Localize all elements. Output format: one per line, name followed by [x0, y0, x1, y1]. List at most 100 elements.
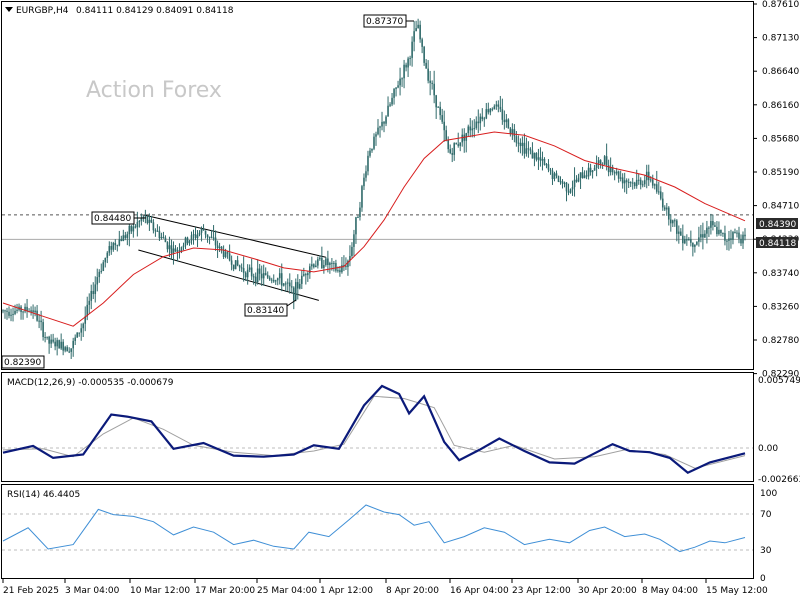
candle-body — [94, 284, 97, 295]
candle-body — [531, 150, 534, 159]
time-axis-label: 10 Mar 12:00 — [130, 586, 190, 596]
candle-body — [672, 220, 674, 224]
candle-body — [206, 234, 209, 238]
candle-body — [611, 167, 614, 173]
candle-body — [698, 237, 700, 242]
candle-body — [413, 31, 415, 42]
candle-body — [196, 234, 199, 238]
candle-body — [337, 270, 339, 272]
candle-body — [393, 88, 395, 98]
macd-axis-bottom: -0.002663 — [758, 475, 800, 485]
candle-body — [254, 276, 257, 283]
candle-body — [591, 170, 594, 173]
candle-body — [533, 152, 536, 159]
candle-body — [66, 347, 68, 352]
candle-body — [569, 189, 572, 193]
triangle-down-icon[interactable] — [5, 7, 13, 12]
candle-body — [54, 341, 56, 347]
candle-body — [4, 310, 6, 312]
macd-signal-line — [2, 395, 746, 469]
candle-body — [571, 187, 574, 190]
time-axis-label: 25 Mar 04:00 — [257, 586, 317, 596]
candle-body — [485, 109, 488, 119]
candle-body — [327, 258, 329, 265]
candle-body — [565, 182, 568, 192]
candle-body — [200, 228, 203, 233]
candle-body — [78, 332, 81, 334]
candle-body — [343, 265, 345, 267]
candle-body — [84, 316, 87, 324]
candle-body — [262, 273, 265, 279]
candle-body — [467, 126, 470, 134]
candle-body — [712, 221, 714, 226]
price-axis-label: 0.87610 — [762, 0, 799, 10]
candle-body — [286, 282, 289, 284]
candle-body — [513, 129, 516, 137]
candle-body — [174, 248, 177, 252]
annotation-low2: 0.83140 — [247, 306, 284, 316]
candle-body — [106, 252, 109, 258]
candle-body — [475, 121, 478, 129]
candle-body — [471, 128, 474, 131]
candle-body — [104, 257, 107, 263]
candle-body — [397, 85, 399, 88]
price-badges: 0.84390 0.84118 — [756, 218, 798, 249]
candle-body — [499, 106, 502, 110]
candle-body — [716, 226, 718, 235]
candle-body — [118, 239, 121, 246]
candle-body — [477, 121, 480, 124]
candle-body — [116, 245, 119, 247]
candle-body — [162, 236, 165, 238]
candle-body — [742, 234, 744, 244]
time-axis-label: 23 Apr 12:00 — [512, 586, 571, 596]
candle-body — [357, 217, 359, 219]
candle-body — [365, 171, 367, 178]
price-axis-label: 0.83740 — [762, 269, 799, 279]
candle-body — [563, 182, 566, 184]
candle-body — [507, 119, 510, 129]
candle-body — [417, 24, 419, 29]
candle-body — [58, 340, 60, 349]
candle-body — [299, 283, 301, 289]
candle-body — [455, 143, 458, 145]
candle-body — [547, 164, 550, 170]
candle-body — [603, 156, 606, 165]
candle-body — [76, 332, 78, 338]
macd-line — [2, 384, 746, 474]
candle-body — [557, 175, 560, 182]
ohlc-label: 0.84111 0.84129 0.84091 0.84118 — [76, 6, 234, 16]
candle-body — [381, 121, 383, 127]
candle-body — [230, 260, 233, 265]
candle-body — [682, 235, 684, 244]
candle-body — [473, 128, 476, 130]
candle-body — [407, 58, 409, 68]
candle-body — [303, 274, 305, 276]
candle-body — [331, 262, 333, 264]
candle-body — [515, 136, 518, 143]
candle-body — [649, 179, 652, 181]
candle-body — [577, 177, 580, 182]
candle-body — [399, 78, 401, 86]
candle-body — [194, 234, 197, 238]
candle-body — [98, 271, 101, 278]
candle-body — [599, 160, 602, 165]
candle-body — [347, 260, 349, 268]
candle-body — [52, 339, 54, 342]
candle-body — [481, 116, 484, 120]
candle-body — [148, 219, 151, 224]
candle-body — [335, 263, 337, 271]
candle-body — [433, 83, 435, 96]
candle-body — [355, 217, 357, 235]
candle-body — [56, 340, 58, 347]
candle-body — [728, 238, 730, 241]
candle-body — [641, 184, 644, 186]
candle-body — [445, 130, 447, 140]
rsi-axis-0: 0 — [760, 574, 766, 584]
candle-body — [692, 242, 694, 247]
rsi-pane-frame — [1, 484, 754, 579]
rsi-label: RSI(14) 46.4405 — [7, 490, 80, 500]
candle-body — [100, 270, 103, 272]
candle-body — [276, 278, 279, 281]
candle-body — [248, 267, 251, 270]
candle-body — [339, 270, 341, 273]
